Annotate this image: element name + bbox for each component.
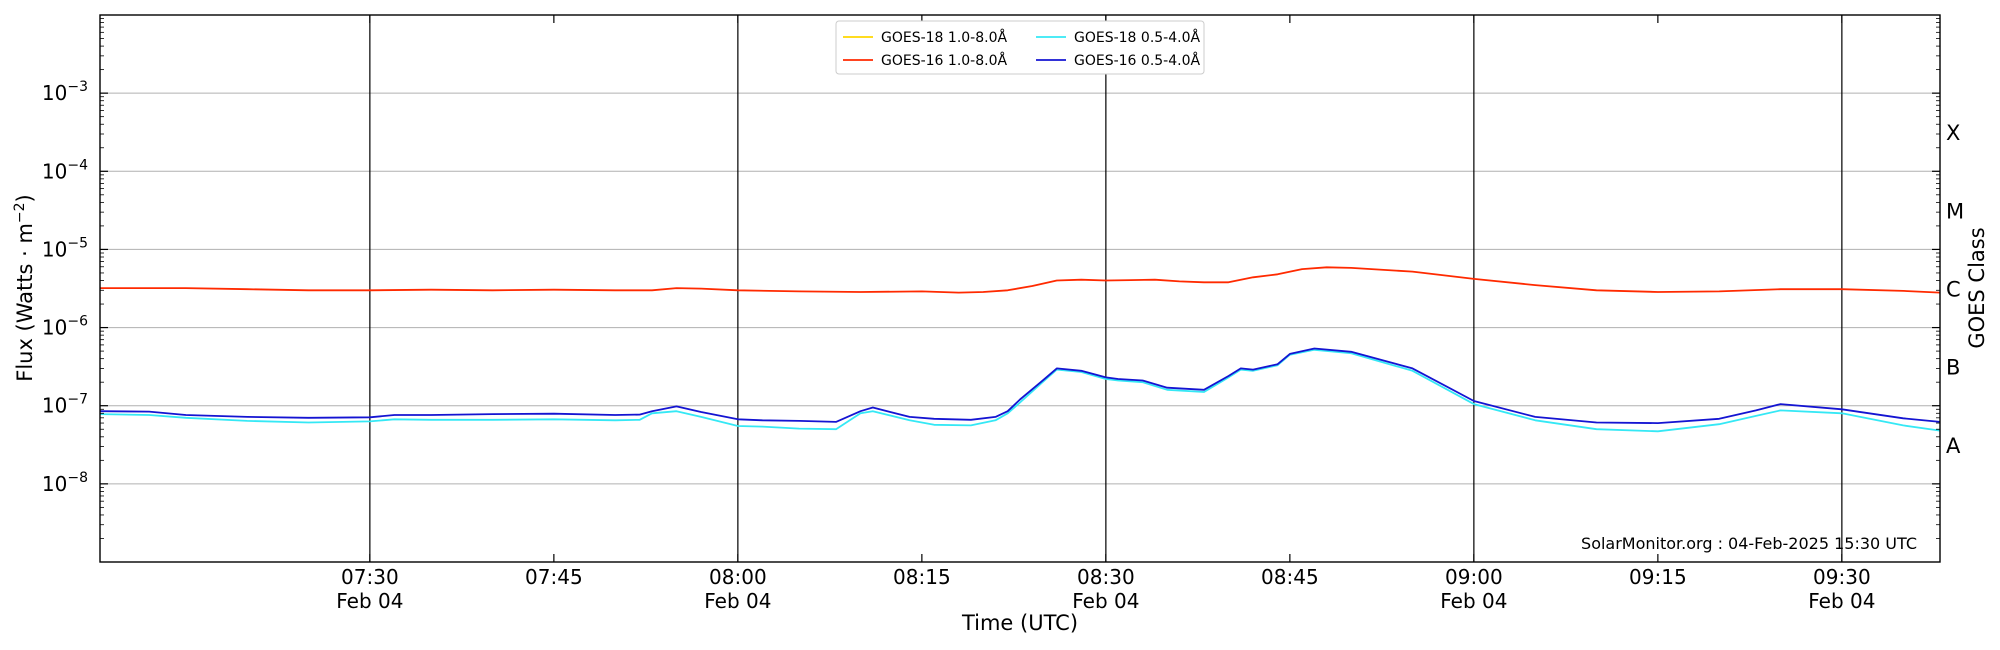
y-axis-title: Flux (Watts · m−2) <box>12 194 37 382</box>
goes-class-label: C <box>1946 278 1961 302</box>
y-tick-exponent: −8 <box>67 470 88 486</box>
y-tick-label: 10−5 <box>42 235 88 261</box>
y-tick-label: 10−4 <box>42 157 88 183</box>
y-tick-label: 10−7 <box>42 392 88 418</box>
flux-series-lines <box>100 266 1940 433</box>
y-tick-base: 10 <box>42 316 67 340</box>
x-tick-label: 09:00 <box>1445 565 1503 589</box>
series-line-3 <box>100 347 1940 425</box>
series-line-2 <box>100 348 1940 433</box>
x-tick-date: Feb 04 <box>1808 589 1875 613</box>
series-line-1 <box>100 266 1940 294</box>
legend-entries: GOES-18 1.0-8.0Å GOES-16 1.0-8.0Å GOES-18 … <box>843 29 1200 69</box>
goes-class-labels: A B C M X <box>1946 121 1964 458</box>
legend-label: GOES-18 0.5-4.0Å <box>1074 29 1200 46</box>
y-axis-ticks: 10−810−710−610−510−410−3 <box>42 18 1940 539</box>
plot-frame <box>99 14 1941 563</box>
x-tick-date: Feb 04 <box>1072 589 1139 613</box>
x-tick-label: 08:00 <box>709 565 767 589</box>
y-axis-title-main: Flux (Watts · m <box>13 223 37 382</box>
goes-class-label: M <box>1946 199 1964 223</box>
y-tick-base: 10 <box>42 472 67 496</box>
goes-class-label: B <box>1946 356 1960 380</box>
x-tick-label: 08:45 <box>1261 565 1319 589</box>
x-tick-label: 09:15 <box>1629 565 1687 589</box>
y-tick-exponent: −3 <box>67 79 88 95</box>
y-tick-exponent: −5 <box>67 235 88 251</box>
horizontal-gridlines <box>100 92 1940 485</box>
legend-label: GOES-18 1.0-8.0Å <box>881 29 1007 46</box>
legend-label: GOES-16 1.0-8.0Å <box>881 52 1007 69</box>
x-tick-label: 08:15 <box>893 565 951 589</box>
x-tick-date: Feb 04 <box>336 589 403 613</box>
x-axis-title: Time (UTC) <box>961 611 1078 635</box>
legend-box <box>835 20 1205 75</box>
legend-label: GOES-16 0.5-4.0Å <box>1074 52 1200 69</box>
y-axis-title-close: ) <box>13 194 37 202</box>
x-tick-date: Feb 04 <box>1440 589 1507 613</box>
y-tick-base: 10 <box>42 237 67 261</box>
y-tick-base: 10 <box>42 394 67 418</box>
x-tick-date: Feb 04 <box>704 589 771 613</box>
legend: GOES-18 1.0-8.0Å GOES-16 1.0-8.0Å GOES-18 … <box>835 20 1205 75</box>
y-tick-label: 10−3 <box>42 79 88 105</box>
y-axis-title-exp: −2 <box>12 202 28 223</box>
y-tick-exponent: −4 <box>67 157 88 173</box>
x-tick-label: 09:30 <box>1813 565 1871 589</box>
y-tick-label: 10−6 <box>42 314 88 340</box>
credit-text: SolarMonitor.org : 04-Feb-2025 15:30 UTC <box>1581 534 1917 553</box>
y-tick-base: 10 <box>42 81 67 105</box>
right-axis-title: GOES Class <box>1965 227 1989 348</box>
y-tick-label: 10−8 <box>42 470 88 496</box>
y-tick-base: 10 <box>42 159 67 183</box>
x-tick-label: 07:45 <box>525 565 583 589</box>
y-tick-exponent: −6 <box>67 314 88 330</box>
goes-class-label: X <box>1946 121 1960 145</box>
x-tick-label: 08:30 <box>1077 565 1135 589</box>
x-tick-label: 07:30 <box>341 565 399 589</box>
y-tick-exponent: −7 <box>67 392 88 408</box>
goes-class-label: A <box>1946 434 1961 458</box>
